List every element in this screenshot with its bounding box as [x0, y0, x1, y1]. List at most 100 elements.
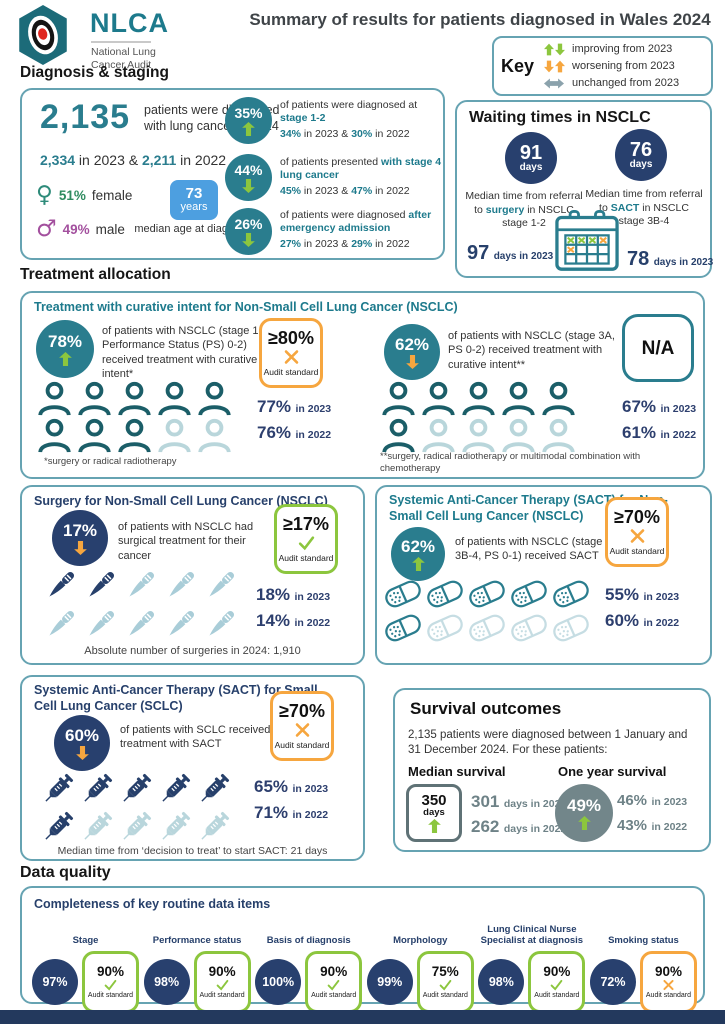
person-icon [380, 418, 417, 453]
sact-nsclc-prev-2022: 60% in 2022 [605, 611, 680, 630]
female-icon [36, 184, 53, 207]
surgery-box-title: Surgery for Non-Small Cell Lung Cancer (… [34, 494, 328, 508]
check-icon [104, 980, 117, 991]
data-quality-box: Completeness of key routine data items S… [20, 886, 705, 1013]
arrows-down-up-orange-icon [541, 60, 567, 73]
pill-icon [425, 613, 465, 643]
sact-sclc-desc: of patients with SCLC received treatment… [120, 724, 271, 751]
sact-sclc-prev-2023: 65% in 2023 [254, 777, 329, 796]
scalpel-icon [122, 567, 159, 604]
dq-item-lung-cns: Lung Clinical Nurse Specialist at diagno… [478, 920, 586, 1013]
scalpel-icon [162, 606, 199, 643]
check-icon [439, 980, 452, 991]
check-icon [327, 980, 340, 991]
person-icon [116, 418, 153, 453]
stat-text-stage-4: of patients presented with stage 4 lung … [280, 156, 442, 198]
person-icon [540, 418, 577, 453]
male-pct: 49% [62, 222, 90, 237]
surgery-prev-2022: 14% in 2022 [256, 611, 331, 630]
male-stat: 49% male [36, 218, 125, 241]
page-title: Summary of results for patients diagnose… [249, 10, 711, 29]
trend-arrow-icon [427, 817, 441, 834]
sact-sclc-box-title: Systemic Anti-Cancer Therapy (SACT) for … [34, 683, 318, 713]
trend-arrow-icon [577, 814, 591, 830]
person-icon [76, 381, 113, 416]
data-quality-items: Stage 97% 90% Audit standard Performance… [32, 920, 697, 1013]
footer-bar [0, 1010, 725, 1024]
key-item-worsening: worsening from 2023 [541, 58, 679, 75]
person-icon [196, 381, 233, 416]
scalpel-icon [82, 606, 119, 643]
dq-value-circle: 99% [366, 959, 413, 1005]
prev-year-totals: 2,334 in 2023 & 2,211 in 2022 [40, 152, 227, 168]
curative-stage12-pictogram [36, 381, 233, 453]
curative-stage12-circle: 78% [36, 320, 94, 378]
sact-sclc-circle: 60% [54, 715, 110, 771]
curative-stage12-desc: of patients with NSCLC (stage 1-2, Perfo… [102, 325, 272, 380]
logo-divider [91, 41, 151, 43]
sact-nsclc-audit-standard: ≥70% Audit standard [605, 497, 669, 567]
calendar-icon [554, 210, 620, 277]
dq-audit-standard: 75% Audit standard [416, 951, 474, 1013]
stat-circle-stage-4: 44% [225, 154, 272, 201]
one-year-survival-prev-2022: 43% in 2022 [617, 817, 688, 834]
sact-sclc-prev-2022: 71% in 2022 [254, 803, 329, 822]
surgery-circle: 17% [52, 510, 108, 566]
sact-sclc-box: Systemic Anti-Cancer Therapy (SACT) for … [20, 675, 365, 861]
trend-arrow-icon [75, 744, 89, 760]
check-icon [298, 536, 314, 551]
sact-nsclc-desc: of patients with NSCLC (stage 3B-4, PS 0… [455, 536, 603, 563]
surgery-desc: of patients with NSCLC had surgical trea… [118, 521, 254, 562]
stat-circle-stage-1-2: 35% [225, 97, 272, 144]
scalpel-icon [82, 567, 119, 604]
person-icon [500, 381, 537, 416]
scalpel-icon [202, 606, 239, 643]
scalpel-icon [42, 606, 79, 643]
data-quality-title: Completeness of key routine data items [34, 897, 271, 911]
syringe-icon [79, 809, 115, 845]
sact-nsclc-box: Systemic Anti-Cancer Therapy (SACT) for … [375, 485, 712, 665]
curative-stage3a-pictogram [380, 381, 577, 453]
dq-item-stage: Stage 97% 90% Audit standard [32, 920, 139, 1013]
person-icon [420, 418, 457, 453]
waiting-times-title: Waiting times in NSCLC [469, 109, 651, 126]
surgery-audit-standard: ≥17% Audit standard [274, 504, 338, 574]
trend-arrow-icon [242, 120, 255, 136]
pill-icon [551, 613, 591, 643]
patient-count: 2,135 [40, 98, 131, 136]
person-icon [500, 418, 537, 453]
curative-intent-box: Treatment with curative intent for Non-S… [20, 291, 705, 479]
curative-stage3a-footnote: **surgery, radical radiotherapy or multi… [380, 451, 641, 474]
syringe-icon [118, 771, 154, 807]
person-icon [460, 381, 497, 416]
syringe-icon [196, 809, 232, 845]
median-survival-prev-2022: 262 days in 2022 [471, 817, 567, 836]
nlca-logo-icon [12, 4, 74, 71]
median-survival-badge: 350 days [406, 784, 462, 842]
waiting-surgery-prev: 97 days in 2023 [467, 242, 554, 264]
sact-nsclc-box-title: Systemic Anti-Cancer Therapy (SACT) for … [389, 493, 668, 523]
person-icon [156, 381, 193, 416]
trend-arrow-icon [411, 555, 425, 571]
person-icon [460, 418, 497, 453]
male-label: male [95, 222, 125, 237]
section-heading-treatment: Treatment allocation [20, 266, 171, 283]
dq-value-circle: 98% [478, 959, 525, 1005]
curative-stage12-audit-standard: ≥80% Audit standard [259, 318, 323, 388]
logo-name: National Lung Cancer Audit [91, 46, 156, 72]
syringe-icon [40, 809, 76, 845]
pill-icon [551, 579, 591, 609]
person-icon [36, 381, 73, 416]
surgery-pictogram [42, 567, 239, 643]
person-icon [156, 418, 193, 453]
x-icon [284, 350, 298, 364]
waiting-surgery-circle: 91 days [505, 132, 557, 184]
waiting-sact-circle: 76 days [615, 129, 667, 181]
key-label: Key [501, 55, 535, 76]
person-icon [380, 381, 417, 416]
pill-icon [509, 613, 549, 643]
curative-stage12-footnote: *surgery or radical radiotherapy [44, 456, 177, 467]
surgery-box: Surgery for Non-Small Cell Lung Cancer (… [20, 485, 365, 665]
surgery-prev-2023: 18% in 2023 [256, 585, 331, 604]
